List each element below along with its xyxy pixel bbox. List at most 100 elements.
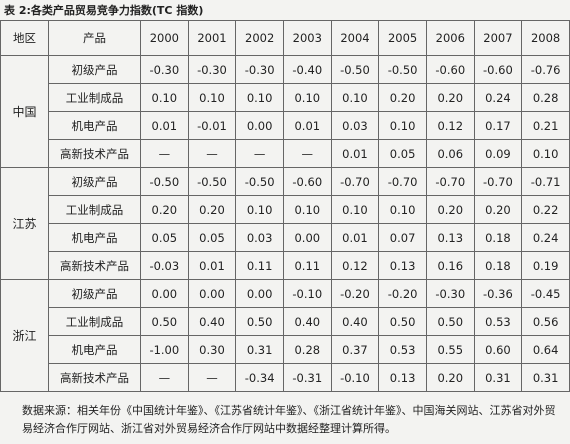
table-row: 工业制成品 0.50 0.40 0.50 0.40 0.40 0.50 0.50 0.53 0.5… bbox=[1, 307, 570, 336]
value-cell: -0.60 bbox=[473, 55, 523, 84]
value-cell: 0.01 bbox=[282, 111, 332, 140]
value-cell: 0.13 bbox=[378, 363, 427, 392]
product-cell: 高新技术产品 bbox=[48, 251, 141, 280]
value-cell: — bbox=[187, 139, 237, 168]
table-row: 江苏 初级产品 -0.50 -0.50 -0.50 -0.60 -0.70 -0.70 -0.7… bbox=[0, 167, 570, 280]
region-cell: 中国 bbox=[0, 55, 49, 168]
value-cell: 0.13 bbox=[425, 223, 475, 252]
value-cell: 0.50 bbox=[378, 307, 427, 336]
value-cell: -0.10 bbox=[282, 279, 332, 308]
value-cell: 0.01 bbox=[187, 251, 237, 280]
value-cell: 0.05 bbox=[187, 223, 237, 252]
value-cell: 0.30 bbox=[187, 335, 237, 364]
value-cell: -0.30 bbox=[425, 279, 475, 308]
value-cell: 0.01 bbox=[330, 139, 380, 168]
value-cell: 0.03 bbox=[235, 223, 284, 252]
value-cell: -0.30 bbox=[187, 55, 237, 84]
value-cell: -0.60 bbox=[425, 55, 475, 84]
product-cell: 工业制成品 bbox=[48, 195, 141, 224]
value-cell: 0.64 bbox=[521, 335, 570, 364]
value-cell: 0.21 bbox=[521, 111, 570, 140]
value-cell: -0.70 bbox=[425, 167, 475, 196]
value-cell: -0.50 bbox=[140, 167, 189, 196]
value-cell: 0.20 bbox=[187, 195, 237, 224]
value-cell: 0.50 bbox=[425, 307, 475, 336]
header-cell: 2008 bbox=[521, 20, 570, 56]
value-cell: 0.10 bbox=[140, 83, 189, 112]
product-cell: 初级产品 bbox=[48, 167, 141, 196]
table-title: 表 2:各类产品贸易竞争力指数(TC 指数) bbox=[4, 4, 204, 17]
value-cell: -0.50 bbox=[235, 167, 284, 196]
header-cell: 2006 bbox=[425, 20, 475, 56]
value-cell: — bbox=[235, 139, 284, 168]
header-cell: 产品 bbox=[48, 20, 141, 56]
value-cell: 0.06 bbox=[425, 139, 475, 168]
header-cell: 2004 bbox=[330, 20, 380, 56]
value-cell: -0.31 bbox=[282, 363, 332, 392]
value-cell: 0.20 bbox=[140, 195, 189, 224]
value-cell: 0.18 bbox=[473, 251, 523, 280]
value-cell: 0.53 bbox=[378, 335, 427, 364]
value-cell: 0.24 bbox=[473, 83, 523, 112]
value-cell: 0.10 bbox=[330, 195, 380, 224]
value-cell: 0.05 bbox=[378, 139, 427, 168]
value-cell: 0.11 bbox=[282, 251, 332, 280]
value-cell: 0.20 bbox=[425, 83, 475, 112]
header-row: 地区 产品 2000 2001 2002 2003 2004 2005 2006 2007 2008 bbox=[0, 20, 570, 56]
value-cell: 0.53 bbox=[473, 307, 523, 336]
value-cell: -0.20 bbox=[330, 279, 380, 308]
product-cell: 机电产品 bbox=[48, 335, 141, 364]
source-note: 数据来源：相关年份《中国统计年鉴》、《江苏省统计年鉴》、《浙江省统计年鉴》、中国… bbox=[22, 404, 556, 435]
value-cell: 0.00 bbox=[235, 279, 284, 308]
value-cell: -0.03 bbox=[140, 251, 189, 280]
value-cell: 0.07 bbox=[378, 223, 427, 252]
product-cell: 初级产品 bbox=[48, 279, 141, 308]
value-cell: 0.10 bbox=[378, 195, 427, 224]
value-cell: — bbox=[187, 363, 237, 392]
value-cell: 0.60 bbox=[473, 335, 523, 364]
product-cell: 工业制成品 bbox=[48, 307, 141, 336]
value-cell: 0.00 bbox=[140, 279, 189, 308]
value-cell: -1.00 bbox=[140, 335, 189, 364]
value-cell: 0.50 bbox=[140, 307, 189, 336]
value-cell: 0.01 bbox=[140, 111, 189, 140]
value-cell: 0.28 bbox=[282, 335, 332, 364]
value-cell: -0.50 bbox=[187, 167, 237, 196]
table-row: 机电产品 0.01 -0.01 0.00 0.01 0.03 0.10 0.12 0.17 0.2… bbox=[1, 111, 570, 140]
value-cell: 0.40 bbox=[330, 307, 380, 336]
header-cell: 地区 bbox=[0, 20, 49, 56]
value-cell: -0.60 bbox=[282, 167, 332, 196]
value-cell: 0.31 bbox=[235, 335, 284, 364]
value-cell: 0.40 bbox=[282, 307, 332, 336]
value-cell: 0.18 bbox=[473, 223, 523, 252]
header-cell: 2001 bbox=[187, 20, 237, 56]
table-row: 中国 初级产品 -0.30 -0.30 -0.30 -0.40 -0.50 -0.50 -0.6… bbox=[0, 55, 570, 168]
table-row: 高新技术产品 — — -0.34 -0.31 -0.10 0.13 0.20 0.31 0.31 bbox=[1, 363, 570, 392]
value-cell: 0.16 bbox=[425, 251, 475, 280]
value-cell: 0.10 bbox=[282, 195, 332, 224]
value-cell: 0.55 bbox=[425, 335, 475, 364]
value-cell: 0.10 bbox=[235, 83, 284, 112]
value-cell: -0.10 bbox=[330, 363, 380, 392]
value-cell: 0.12 bbox=[330, 251, 380, 280]
header-cell: 2005 bbox=[378, 20, 427, 56]
value-cell: 0.10 bbox=[378, 111, 427, 140]
value-cell: -0.36 bbox=[473, 279, 523, 308]
product-cell: 机电产品 bbox=[48, 223, 141, 252]
data-table: 地区 产品 2000 2001 2002 2003 2004 2005 2006 2007 2008… bbox=[0, 20, 570, 392]
value-cell: -0.45 bbox=[521, 279, 570, 308]
value-cell: 0.28 bbox=[521, 83, 570, 112]
table-row: 机电产品 -1.00 0.30 0.31 0.28 0.37 0.53 0.55 0.60 0.6… bbox=[1, 335, 570, 364]
value-cell: -0.30 bbox=[235, 55, 284, 84]
value-cell: 0.11 bbox=[235, 251, 284, 280]
value-cell: -0.40 bbox=[282, 55, 332, 84]
table-row: 工业制成品 0.20 0.20 0.10 0.10 0.10 0.10 0.20 0.20 0.2… bbox=[1, 195, 570, 224]
value-cell: 0.20 bbox=[425, 195, 475, 224]
value-cell: — bbox=[282, 139, 332, 168]
value-cell: 0.17 bbox=[473, 111, 523, 140]
header-cell: 2000 bbox=[140, 20, 189, 56]
value-cell: 0.20 bbox=[378, 83, 427, 112]
product-cell: 初级产品 bbox=[48, 55, 141, 84]
value-cell: 0.00 bbox=[187, 279, 237, 308]
